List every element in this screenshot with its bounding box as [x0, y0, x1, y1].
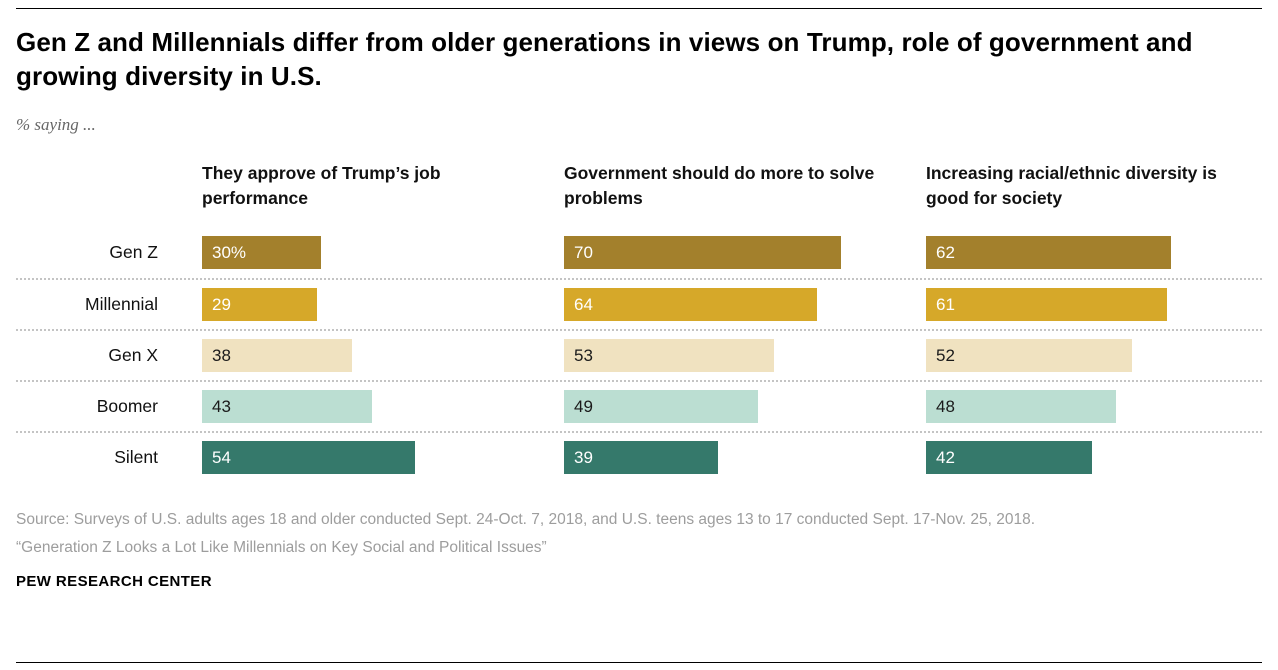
- chart-row: Gen Z 30% 70 62: [16, 227, 1262, 278]
- bar: 30%: [202, 236, 321, 270]
- brand-name: PEW RESEARCH CENTER: [16, 573, 212, 591]
- bar: 64: [564, 288, 817, 322]
- bar: 42: [926, 441, 1093, 475]
- bar-value-label: 42: [936, 447, 955, 467]
- chart-row: Silent 54 39 42: [16, 431, 1262, 482]
- bar: 61: [926, 288, 1168, 322]
- bar: 52: [926, 339, 1132, 373]
- panel-title-government-role: Government should do more to solve probl…: [564, 162, 875, 208]
- bar-cell: 39: [564, 441, 900, 475]
- bar-value-label: 39: [574, 447, 593, 467]
- bar: 38: [202, 339, 353, 373]
- bar-value-label: 70: [574, 242, 593, 262]
- bar-cell: 53: [564, 339, 900, 373]
- chart-row: Boomer 43 49 48: [16, 380, 1262, 431]
- bar-value-label: 38: [212, 345, 231, 365]
- bar-cell: 30%: [202, 236, 538, 270]
- chart-row: Millennial 29 64 61: [16, 278, 1262, 329]
- bar: 39: [564, 441, 719, 475]
- bar-value-label: 49: [574, 396, 593, 416]
- panel-title-diversity: Increasing racial/ethnic diversity is go…: [926, 162, 1217, 208]
- panel-headers: They approve of Trump’s job performance …: [16, 161, 1262, 228]
- bar-cell: 62: [926, 236, 1262, 270]
- row-label: Boomer: [96, 396, 158, 417]
- bottom-rule: [16, 662, 1262, 663]
- bar-value-label: 29: [212, 294, 231, 314]
- bar-value-label: 62: [936, 242, 955, 262]
- row-label: Gen X: [108, 345, 158, 366]
- row-label: Gen Z: [109, 242, 158, 263]
- chart-footer: Source: Surveys of U.S. adults ages 18 a…: [16, 509, 1262, 590]
- bar-cell: 52: [926, 339, 1262, 373]
- bar-value-label: 30%: [212, 242, 247, 262]
- chart-rows: Gen Z 30% 70 62 Millennial 29 64 61 Gen X 38 53 52 B…: [16, 227, 1262, 482]
- report-title: “Generation Z Looks a Lot Like Millennia…: [16, 538, 547, 556]
- bar-cell: 48: [926, 390, 1262, 424]
- label-column-spacer: [16, 161, 176, 228]
- top-rule: [16, 8, 1262, 9]
- bar-value-label: 53: [574, 345, 593, 365]
- panel-title-trump-approval: They approve of Trump’s job performance: [202, 162, 441, 208]
- bar-cell: 64: [564, 288, 900, 322]
- chart-subtitle: % saying ...: [16, 114, 96, 134]
- bar-cell: 61: [926, 288, 1262, 322]
- bar-chart: They approve of Trump’s job performance …: [16, 161, 1262, 483]
- bar: 48: [926, 390, 1116, 424]
- bar: 29: [202, 288, 317, 322]
- row-label: Silent: [114, 447, 158, 468]
- bar-cell: 49: [564, 390, 900, 424]
- bar: 70: [564, 236, 841, 270]
- bar-cell: 42: [926, 441, 1262, 475]
- row-label: Millennial: [85, 294, 158, 315]
- bar-cell: 29: [202, 288, 538, 322]
- bar-value-label: 48: [936, 396, 955, 416]
- bar-cell: 43: [202, 390, 538, 424]
- bar-cell: 70: [564, 236, 900, 270]
- bar-value-label: 64: [574, 294, 593, 314]
- bar: 54: [202, 441, 416, 475]
- bar-value-label: 61: [936, 294, 955, 314]
- bar: 62: [926, 236, 1172, 270]
- bar-cell: 38: [202, 339, 538, 373]
- bar: 49: [564, 390, 758, 424]
- page-title: Gen Z and Millennials differ from older …: [16, 27, 1193, 91]
- source-note: Source: Surveys of U.S. adults ages 18 a…: [16, 511, 1036, 529]
- bar-value-label: 54: [212, 447, 231, 467]
- bar-cell: 54: [202, 441, 538, 475]
- bar-value-label: 52: [936, 345, 955, 365]
- chart-row: Gen X 38 53 52: [16, 329, 1262, 380]
- bar-value-label: 43: [212, 396, 231, 416]
- bar: 53: [564, 339, 774, 373]
- bar: 43: [202, 390, 372, 424]
